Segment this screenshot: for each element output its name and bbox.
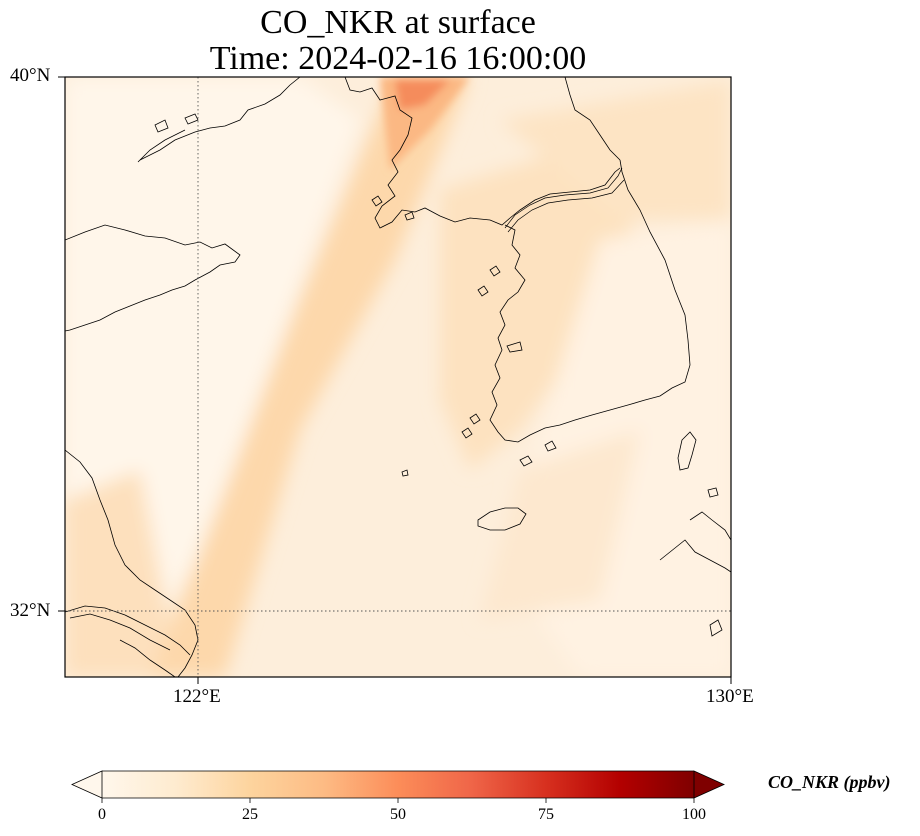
lat-tick-label-40: 40°N bbox=[10, 65, 51, 86]
colorbar-min-extension bbox=[71, 770, 103, 799]
colorbar-label: CO_NKR (ppbv) bbox=[768, 772, 891, 792]
map-title-line-2: Time: 2024-02-16 16:00:00 bbox=[209, 40, 587, 77]
coastlines bbox=[65, 77, 731, 677]
map-frame bbox=[64, 76, 732, 678]
gridlines bbox=[65, 77, 731, 677]
colorbar-tick-label-100: 100 bbox=[682, 806, 706, 823]
colorbar-max-extension bbox=[693, 770, 725, 799]
axis-ticks bbox=[58, 76, 732, 684]
colorbar-tick-label-50: 50 bbox=[390, 806, 406, 823]
lon-tick-label-122: 122°E bbox=[173, 686, 221, 707]
colorbar bbox=[71, 770, 725, 803]
lon-tick-label-130: 130°E bbox=[706, 686, 754, 707]
colorbar-tick-label-75: 75 bbox=[538, 806, 554, 823]
concentration-field bbox=[65, 77, 731, 677]
colorbar-gradient bbox=[102, 771, 694, 798]
colorbar-tick-label-0: 0 bbox=[98, 806, 106, 823]
colorbar-tick-label-25: 25 bbox=[242, 806, 258, 823]
lat-tick-label-32: 32°N bbox=[10, 600, 51, 621]
map-title-line-1: CO_NKR at surface bbox=[260, 4, 536, 41]
